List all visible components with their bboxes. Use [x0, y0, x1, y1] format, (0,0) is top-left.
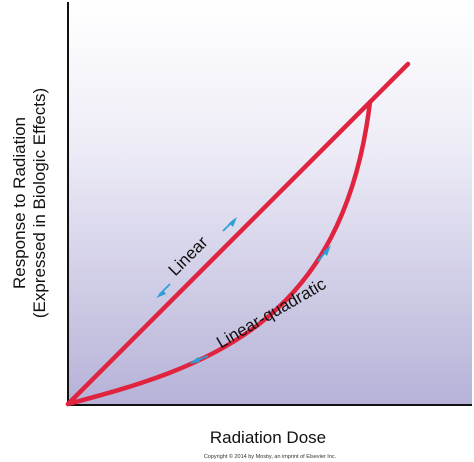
linear-quadratic-double-arrow: [189, 245, 331, 364]
x-axis-title: Radiation Dose: [210, 428, 326, 447]
linear-quadratic-curve: [65, 99, 373, 407]
linear-curve: [65, 61, 411, 407]
y-axis-title-line1: Response to Radiation: [10, 117, 29, 289]
linear-double-arrow: [156, 217, 237, 298]
y-axis-title-line2: (Expressed in Biologic Effects): [30, 88, 49, 318]
copyright-notice: Copyright © 2014 by Mosby, an imprint of…: [204, 453, 337, 460]
